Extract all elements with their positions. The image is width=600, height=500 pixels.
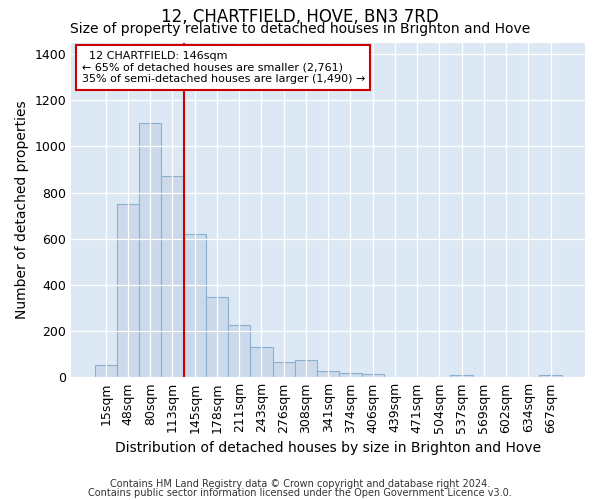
Bar — [451, 374, 473, 378]
Y-axis label: Number of detached properties: Number of detached properties — [15, 100, 29, 319]
Bar — [139, 124, 161, 378]
Bar — [228, 324, 250, 378]
Bar — [339, 372, 362, 378]
Bar — [95, 366, 117, 378]
Text: 12, CHARTFIELD, HOVE, BN3 7RD: 12, CHARTFIELD, HOVE, BN3 7RD — [161, 8, 439, 26]
Bar — [250, 347, 272, 378]
Bar — [362, 374, 384, 378]
Bar — [117, 204, 139, 378]
Text: Contains HM Land Registry data © Crown copyright and database right 2024.: Contains HM Land Registry data © Crown c… — [110, 479, 490, 489]
Bar — [161, 176, 184, 378]
Bar — [206, 297, 228, 378]
Text: Contains public sector information licensed under the Open Government Licence v3: Contains public sector information licen… — [88, 488, 512, 498]
Text: Size of property relative to detached houses in Brighton and Hove: Size of property relative to detached ho… — [70, 22, 530, 36]
Bar — [295, 360, 317, 378]
Bar — [539, 374, 562, 378]
Text: 12 CHARTFIELD: 146sqm  
← 65% of detached houses are smaller (2,761)
35% of semi: 12 CHARTFIELD: 146sqm ← 65% of detached … — [82, 51, 365, 84]
Bar — [272, 362, 295, 378]
Bar — [184, 234, 206, 378]
Bar — [317, 371, 339, 378]
X-axis label: Distribution of detached houses by size in Brighton and Hove: Distribution of detached houses by size … — [115, 441, 541, 455]
